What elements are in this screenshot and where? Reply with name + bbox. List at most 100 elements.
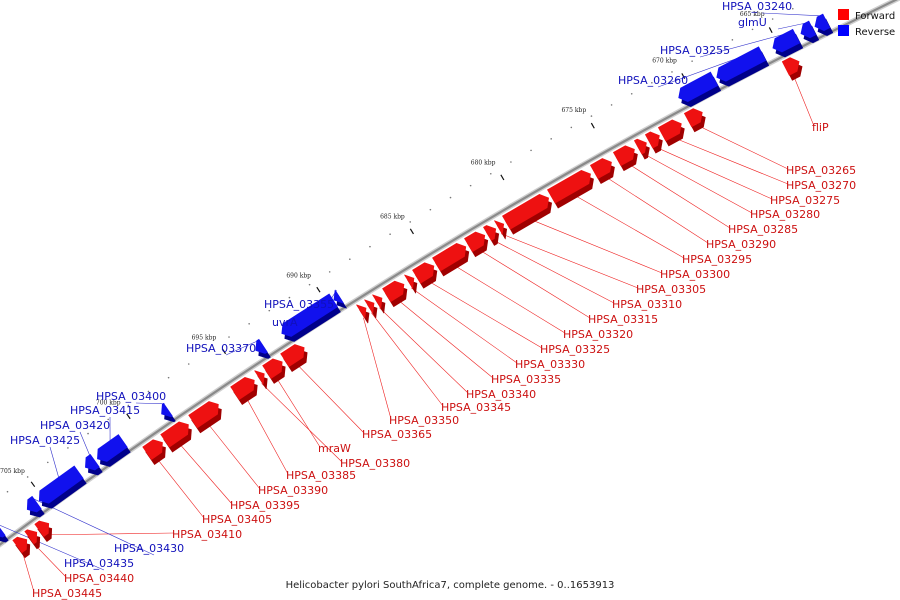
gene-body bbox=[38, 465, 84, 504]
forward-leader bbox=[602, 174, 709, 244]
minor-tick bbox=[308, 283, 311, 286]
forward-gene bbox=[382, 280, 408, 308]
forward-gene-label: HPSA_03350 bbox=[389, 414, 459, 427]
reverse-gene bbox=[97, 434, 131, 467]
minor-tick bbox=[228, 336, 230, 338]
reverse-leader bbox=[49, 446, 60, 479]
reverse-leader bbox=[777, 22, 807, 30]
reverse-gene-label: HPSA_03240 bbox=[722, 0, 792, 13]
forward-leader bbox=[154, 455, 205, 519]
minor-tick bbox=[449, 196, 452, 199]
forward-leader bbox=[395, 297, 494, 379]
gene-body bbox=[483, 225, 497, 241]
major-tick bbox=[316, 286, 321, 293]
reverse-gene-label: HPSA_03415 bbox=[70, 404, 140, 417]
reverse-leader bbox=[0, 524, 105, 571]
forward-gene bbox=[483, 225, 500, 246]
forward-leader bbox=[527, 217, 663, 274]
forward-gene bbox=[612, 145, 638, 172]
forward-gene-label: HPSA_03290 bbox=[706, 238, 776, 251]
gene-body bbox=[24, 529, 38, 545]
forward-gene-label: HPSA_03345 bbox=[441, 401, 511, 414]
gene-body bbox=[382, 280, 405, 303]
forward-gene bbox=[24, 529, 41, 550]
minor-tick bbox=[248, 322, 250, 325]
reverse-gene-label: HPSA_03425 bbox=[10, 434, 80, 447]
forward-leader bbox=[379, 307, 469, 394]
reverse-gene-label: HPSA_03430 bbox=[114, 542, 184, 555]
minor-tick bbox=[731, 39, 734, 41]
minor-tick bbox=[26, 476, 29, 478]
forward-gene bbox=[262, 358, 286, 384]
forward-leader bbox=[491, 239, 615, 304]
forward-leader bbox=[274, 374, 321, 448]
forward-gene-label: HPSA_03380 bbox=[340, 457, 410, 470]
forward-gene bbox=[657, 119, 685, 147]
gene-body bbox=[333, 289, 344, 304]
major-tick bbox=[126, 413, 131, 420]
gene-arrows bbox=[0, 13, 834, 559]
gene-body bbox=[612, 145, 635, 167]
gene-body bbox=[814, 13, 831, 31]
gene-body bbox=[412, 262, 435, 284]
gene-body bbox=[432, 242, 467, 272]
forward-leader bbox=[425, 279, 543, 349]
minor-tick bbox=[691, 60, 693, 62]
gene-body bbox=[281, 293, 338, 337]
forward-gene-label: HPSA_03390 bbox=[258, 484, 328, 497]
forward-gene-label: HPSA_03265 bbox=[786, 164, 856, 177]
forward-leader bbox=[642, 152, 753, 214]
minor-tick bbox=[671, 71, 673, 73]
tick-label: 685 kbp bbox=[380, 214, 405, 221]
gene-body bbox=[657, 119, 682, 142]
gene-body bbox=[772, 28, 801, 53]
forward-gene-label: HPSA_03295 bbox=[682, 253, 752, 266]
minor-tick bbox=[208, 349, 210, 352]
reverse-gene bbox=[26, 495, 45, 518]
minor-tick bbox=[510, 161, 512, 163]
reverse-gene bbox=[814, 13, 834, 36]
forward-leader bbox=[176, 440, 233, 505]
reverse-gene-label: glmU bbox=[738, 16, 767, 29]
forward-leader bbox=[500, 233, 639, 289]
gene-body bbox=[160, 421, 189, 448]
forward-leader bbox=[21, 550, 35, 593]
forward-gene-label: HPSA_03315 bbox=[588, 313, 658, 326]
forward-leader bbox=[261, 383, 343, 463]
reverse-gene-label: HPSA_03370 bbox=[186, 342, 256, 355]
minor-tick bbox=[550, 138, 552, 140]
forward-leader bbox=[625, 161, 731, 229]
reverse-gene-label: HPSA_03420 bbox=[40, 419, 110, 432]
forward-gene bbox=[502, 194, 552, 235]
gene-body bbox=[188, 401, 219, 429]
forward-leader bbox=[371, 312, 444, 407]
gene-body bbox=[97, 434, 128, 462]
forward-gene bbox=[142, 439, 166, 465]
gene-body bbox=[800, 20, 817, 39]
tick-label: 680 kbp bbox=[471, 159, 496, 166]
minor-tick bbox=[530, 149, 532, 152]
legend-forward-swatch bbox=[838, 9, 849, 20]
forward-leader bbox=[476, 247, 591, 319]
gene-body bbox=[230, 376, 255, 401]
forward-gene bbox=[230, 376, 258, 406]
forward-gene bbox=[683, 108, 706, 133]
forward-gene-label: HPSA_03310 bbox=[612, 298, 682, 311]
reverse-gene bbox=[255, 338, 271, 359]
forward-gene bbox=[372, 294, 386, 314]
forward-gene-label: fliP bbox=[812, 121, 829, 134]
minor-tick bbox=[590, 115, 593, 117]
forward-leader bbox=[792, 72, 815, 127]
forward-leader bbox=[654, 146, 773, 200]
reverse-leader bbox=[761, 12, 821, 17]
reverse-gene-label: uvrA bbox=[272, 316, 298, 329]
tick-marks: 665 kbp 670 kbp 675 kbp 680 kbp 685 kbp 690 k… bbox=[0, 7, 794, 493]
minor-tick bbox=[127, 404, 130, 407]
reverse-gene-label: HPSA_03400 bbox=[96, 390, 166, 403]
reverse-gene-label: HPSA_03355 bbox=[264, 298, 334, 311]
reverse-gene bbox=[281, 293, 341, 342]
forward-leader bbox=[411, 287, 518, 364]
minor-tick bbox=[67, 447, 69, 449]
forward-gene-label: mraW bbox=[318, 442, 351, 455]
